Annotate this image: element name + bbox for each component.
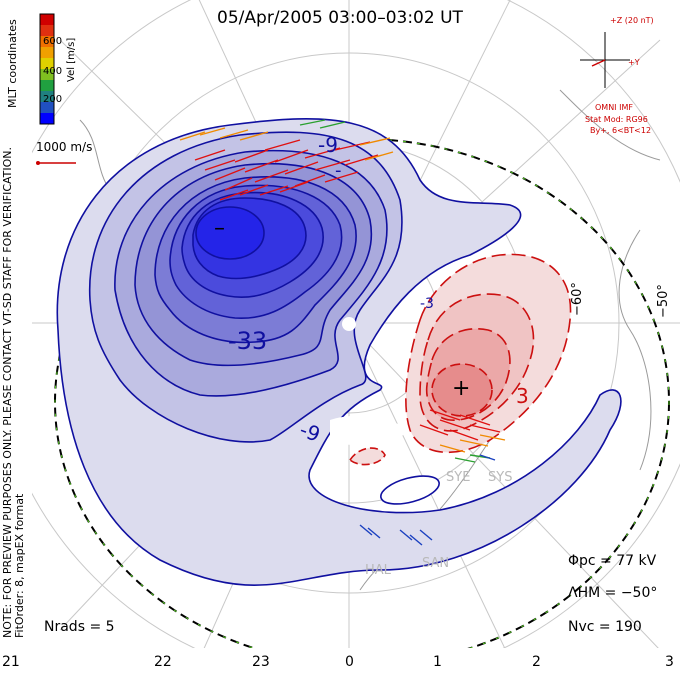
coords-label: MLT coordinates — [6, 19, 19, 108]
potential-min-marker: – — [214, 216, 225, 241]
imf-dial — [580, 32, 630, 88]
vectors-south — [359, 409, 506, 546]
negative-core — [195, 206, 265, 260]
vectors-north — [179, 119, 394, 201]
contour-label: - — [335, 160, 342, 181]
imf-model: Stat Mod: RG96 — [585, 115, 648, 124]
radar-label: SYS — [488, 470, 513, 485]
latitude-label: −60° — [570, 282, 585, 316]
mlt-tick: 21 — [2, 654, 20, 670]
imf-source: OMNI IMF — [595, 103, 633, 112]
colorbar-segment — [40, 58, 54, 70]
colorbar-tick: 400 — [43, 66, 63, 77]
colorbar-segment — [40, 102, 54, 114]
mlt-tick: 3 — [665, 654, 674, 670]
colorbar-segment — [40, 80, 54, 92]
preview-note: NOTE: FOR PREVIEW PURPOSES ONLY. PLEASE … — [1, 146, 26, 638]
colorbar-segment — [40, 91, 54, 103]
colorbar-segment — [40, 36, 54, 48]
radar-label: HAL — [365, 563, 391, 578]
nvc-stat: Nvc = 190 — [568, 619, 642, 635]
map-title: 05/Apr/2005 03:00–03:02 UT — [217, 8, 463, 28]
contour-label: -3 — [420, 296, 434, 312]
pole-marker — [342, 317, 356, 331]
colorbar-segment — [40, 25, 54, 37]
positive-core — [431, 363, 493, 417]
contour-label: -9 — [318, 133, 338, 157]
latitude-label: −50° — [656, 284, 671, 318]
imf-condition: By+, 6<BT<12 — [590, 126, 652, 135]
imf-y-label: +Y — [628, 58, 640, 67]
mlt-tick: 22 — [154, 654, 172, 670]
colorbar-tick: 600 — [43, 36, 63, 47]
reference-vector-label: 1000 m/s — [36, 140, 93, 154]
mlt-tick: 1 — [433, 654, 442, 670]
colorbar-segment — [40, 14, 54, 26]
colorbar-label: Vel [m/s] — [66, 37, 77, 82]
mlt-tick: 23 — [252, 654, 270, 670]
colorbar-segment — [40, 69, 54, 81]
lambda-hm-stat: ΛHM = −50° — [568, 585, 658, 601]
phi-pc-stat: Φpc = 77 kV — [568, 553, 657, 569]
contour-label: -33 — [228, 327, 268, 355]
colorbar-tick: 200 — [43, 94, 63, 105]
colorbar-segment — [40, 113, 54, 125]
colorbar-frame — [39, 13, 55, 125]
potential-max-marker: + — [452, 376, 471, 401]
color-bar — [39, 13, 55, 125]
nrads-stat: Nrads = 5 — [44, 619, 115, 635]
radar-label: SYE — [446, 470, 471, 485]
radar-label: SAN — [422, 556, 450, 571]
imf-z-label: +Z (20 nT) — [610, 16, 654, 25]
contour-label: 3 — [516, 384, 529, 408]
colorbar-segment — [40, 47, 54, 59]
mlt-tick: 0 — [345, 654, 354, 670]
mlt-tick: 2 — [532, 654, 541, 670]
